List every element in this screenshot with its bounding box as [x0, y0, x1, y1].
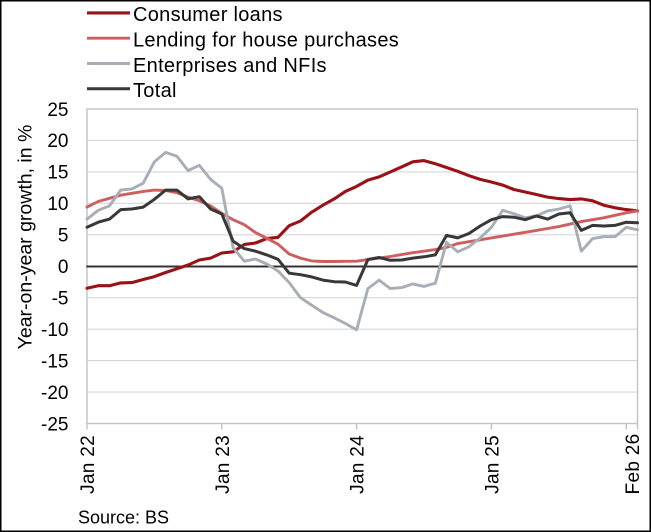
- svg-text:5: 5: [58, 226, 69, 247]
- svg-text:Feb 26: Feb 26: [623, 434, 644, 495]
- svg-text:0: 0: [58, 257, 69, 278]
- svg-text:-5: -5: [52, 289, 69, 310]
- svg-text:-15: -15: [41, 351, 68, 372]
- svg-text:Lending for house purchases: Lending for house purchases: [133, 30, 399, 52]
- svg-text:Source: BS: Source: BS: [78, 508, 169, 528]
- svg-text:20: 20: [47, 131, 68, 152]
- svg-text:Year-on-year growth, in %: Year-on-year growth, in %: [15, 125, 37, 350]
- svg-text:Total: Total: [133, 80, 177, 102]
- svg-text:25: 25: [47, 100, 68, 121]
- svg-text:-20: -20: [41, 383, 68, 404]
- svg-text:Jan 24: Jan 24: [348, 435, 369, 494]
- svg-text:Enterprises and NFIs: Enterprises and NFIs: [133, 55, 327, 77]
- svg-text:-25: -25: [41, 414, 68, 435]
- svg-text:Consumer loans: Consumer loans: [133, 4, 283, 26]
- svg-text:Jan 22: Jan 22: [78, 435, 99, 494]
- svg-text:10: 10: [47, 194, 68, 215]
- svg-text:-10: -10: [41, 320, 68, 341]
- svg-text:15: 15: [47, 163, 68, 184]
- svg-text:Jan 23: Jan 23: [213, 435, 234, 494]
- svg-text:Jan 25: Jan 25: [482, 435, 503, 494]
